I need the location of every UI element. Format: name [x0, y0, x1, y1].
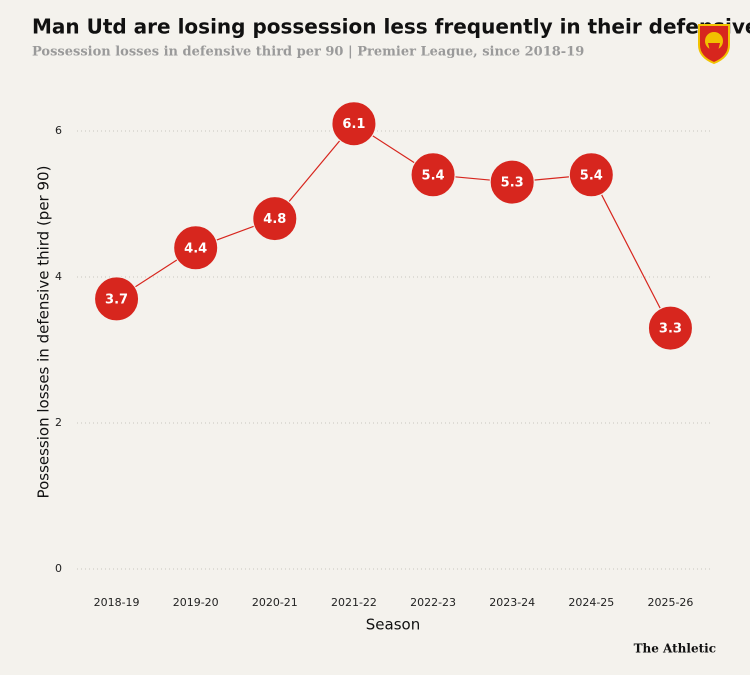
y-tick-label: 0: [55, 562, 62, 575]
x-tick-label: 2020-21: [252, 596, 298, 609]
chart-subtitle: Possession losses in defensive third per…: [32, 45, 584, 60]
x-tick-label: 2019-20: [173, 596, 219, 609]
x-tick-label: 2023-24: [489, 596, 535, 609]
x-tick-label: 2024-25: [568, 596, 614, 609]
data-label: 5.4: [422, 168, 445, 183]
x-tick-label: 2025-26: [647, 596, 693, 609]
x-tick-label: 2018-19: [94, 596, 140, 609]
data-label: 3.7: [105, 292, 128, 307]
x-axis-label: Season: [366, 616, 420, 634]
club-crest: [698, 24, 730, 65]
y-tick-label: 6: [55, 124, 62, 137]
point: [410, 152, 456, 198]
data-label: 6.1: [342, 117, 365, 132]
point: [331, 101, 377, 147]
data-label: 5.4: [580, 168, 603, 183]
point: [173, 225, 219, 271]
x-tick-label: 2022-23: [410, 596, 456, 609]
y-tick-label: 2: [55, 416, 62, 429]
data-label: 3.3: [659, 322, 682, 337]
data-label: 5.3: [501, 176, 524, 191]
chart-title: Man Utd are losing possession less frequ…: [32, 15, 750, 39]
x-tick-label: 2021-22: [331, 596, 377, 609]
point: [252, 196, 298, 242]
data-label: 4.8: [263, 212, 286, 227]
y-tick-label: 4: [55, 270, 62, 283]
y-axis-label: Possession losses in defensive third (pe…: [35, 166, 53, 499]
point: [647, 305, 693, 351]
data-label: 4.4: [184, 241, 207, 256]
point: [94, 276, 140, 322]
point: [568, 152, 614, 198]
source: The Athletic: [634, 642, 716, 656]
point: [489, 159, 535, 205]
